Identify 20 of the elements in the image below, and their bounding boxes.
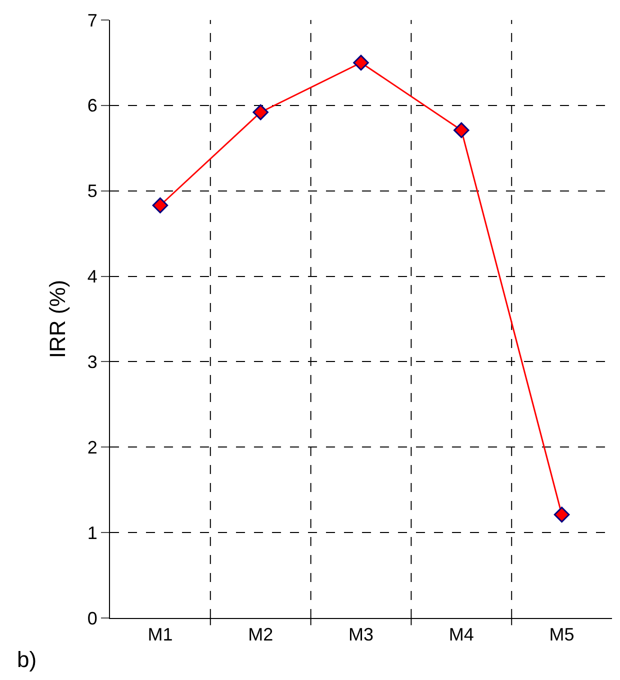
text: b) xyxy=(17,647,37,672)
x-tick-label: M5 xyxy=(549,624,574,645)
y-tick-label: 1 xyxy=(87,522,98,543)
y-tick-label: 0 xyxy=(87,608,98,628)
y-tick-label: 5 xyxy=(87,181,98,202)
y-tick-label: 7 xyxy=(87,10,98,30)
x-tick-label: M2 xyxy=(248,624,274,645)
y-axis-title: IRR (%) xyxy=(45,280,70,358)
x-tick-label: M1 xyxy=(148,624,173,645)
y-tick-label: 6 xyxy=(87,96,98,116)
y-tick-label: 2 xyxy=(87,437,98,458)
point xyxy=(252,104,268,120)
x-tick-label: M3 xyxy=(348,624,374,645)
point xyxy=(353,54,369,71)
point xyxy=(152,197,168,214)
point xyxy=(554,506,570,523)
y-tick-label: 4 xyxy=(87,266,98,287)
x-tick-label: M4 xyxy=(448,624,474,645)
point xyxy=(454,122,470,138)
y-tick-label: 3 xyxy=(87,352,98,372)
